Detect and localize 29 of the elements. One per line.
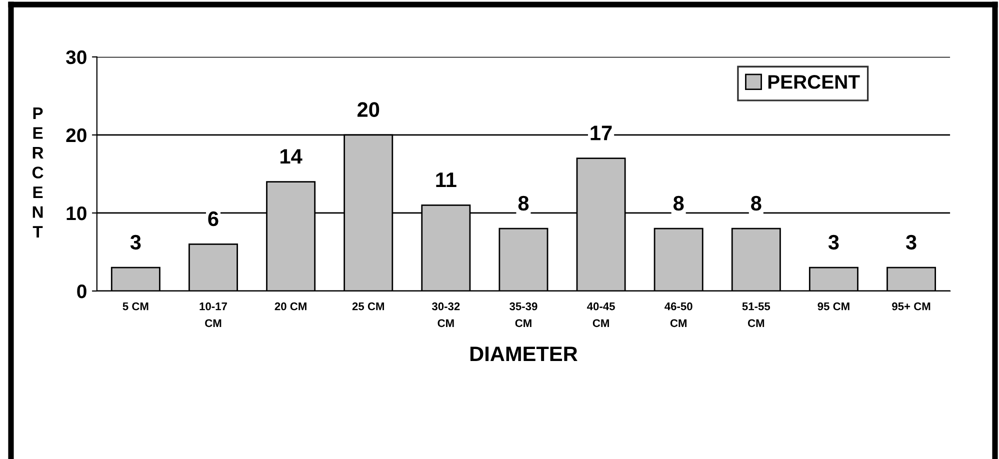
data-label: 17 [590, 126, 612, 140]
x-tick-label: 10-17 CM [200, 302, 227, 328]
data-label: 3 [906, 234, 916, 250]
y-tick-label: 10 [66, 206, 86, 220]
data-label: 14 [280, 149, 302, 164]
data-label: 8 [751, 196, 762, 211]
y-axis-title: PERCENT [32, 108, 44, 238]
x-tick-label: 95 CM [818, 302, 850, 310]
x-tick-label: 5 CM [122, 302, 148, 310]
data-label: 8 [673, 196, 684, 211]
y-tick-label: 20 [66, 128, 86, 142]
y-tick-label: 0 [77, 284, 86, 298]
data-label: 3 [130, 234, 141, 250]
data-label: 3 [828, 234, 839, 250]
y-tick-label: 30 [66, 50, 86, 64]
x-tick-label: 30-32 CM [432, 302, 460, 328]
x-tick-label: 46-50 CM [664, 302, 692, 328]
x-tick-label: 20 CM [274, 302, 306, 310]
x-tick-label: 40-45 CM [586, 302, 615, 328]
data-label: 20 [357, 102, 380, 117]
data-label: 8 [518, 196, 529, 211]
data-label: 6 [208, 211, 218, 226]
x-tick-label: 95+ CM [892, 302, 930, 310]
x-axis-title: DIAMETER [470, 346, 578, 362]
data-label: 11 [436, 172, 456, 187]
x-tick-label: 35-39 CM [510, 302, 538, 328]
x-tick-label: 51-55 CM [742, 302, 770, 328]
legend-label: PERCENT [768, 75, 860, 89]
x-tick-label: 25 CM [352, 302, 384, 310]
